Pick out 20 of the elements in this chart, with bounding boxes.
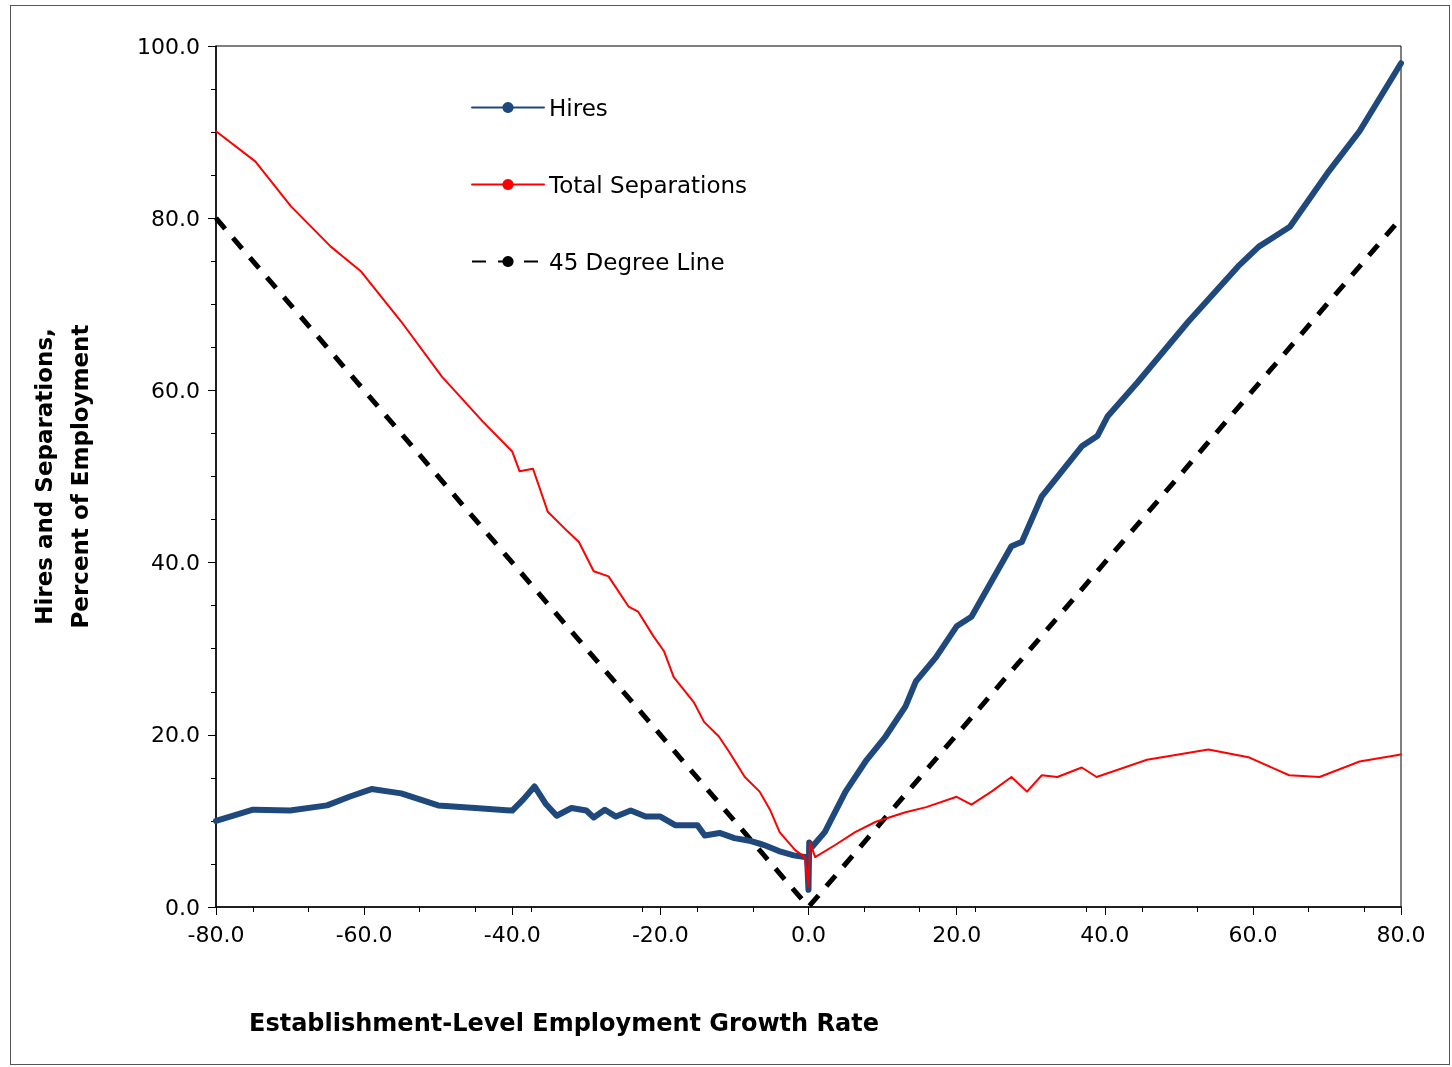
x-tick-label: 60.0 xyxy=(1228,921,1278,947)
x-tick-label: -40.0 xyxy=(483,921,541,947)
y-tick-label: 20.0 xyxy=(151,722,200,748)
x-tick-label: 0.0 xyxy=(791,921,826,947)
x-tick-label: 80.0 xyxy=(1376,921,1426,947)
y-tick-label: 80.0 xyxy=(151,205,200,231)
y-tick-label: 100.0 xyxy=(137,33,200,59)
legend-label: 45 Degree Line xyxy=(549,248,725,275)
y-tick-label: 40.0 xyxy=(151,550,200,576)
legend-label: Hires xyxy=(549,94,608,121)
x-tick-label: 40.0 xyxy=(1080,921,1130,947)
x-tick-label: 20.0 xyxy=(932,921,982,947)
y-axis-title: Hires and Separations, Percent of Employment xyxy=(31,324,93,629)
x-axis-title: Establishment-Level Employment Growth Rate xyxy=(249,1009,879,1037)
x-tick-label: -20.0 xyxy=(631,921,689,947)
y-tick-label: 0.0 xyxy=(165,894,200,920)
y-tick-label: 60.0 xyxy=(151,377,200,403)
legend-label: Total Separations xyxy=(548,171,748,198)
x-tick-label: -60.0 xyxy=(335,921,393,947)
x-tick-label: -80.0 xyxy=(187,921,245,947)
